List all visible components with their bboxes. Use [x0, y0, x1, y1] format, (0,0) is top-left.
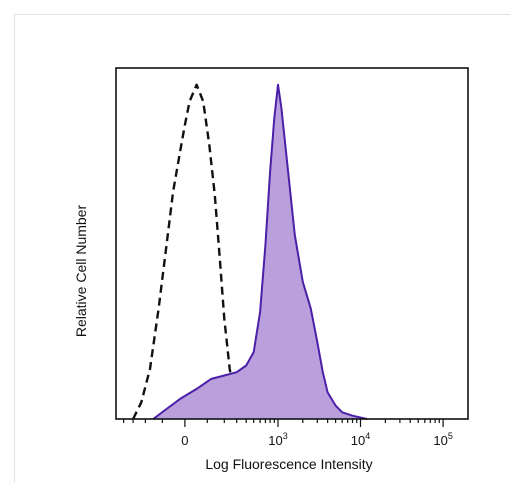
- stained-histogram-line: [152, 83, 368, 420]
- image-border-left: [14, 14, 15, 483]
- series-layer: [132, 83, 368, 421]
- plot-frame: [115, 67, 469, 420]
- x-tick-label: 104: [351, 431, 370, 448]
- x-axis-title: Log Fluorescence Intensity: [205, 456, 372, 472]
- histogram-fill-1: [153, 84, 367, 419]
- x-tick-label: 105: [433, 431, 452, 448]
- x-tick-label: 0: [181, 433, 188, 448]
- y-axis-title: Relative Cell Number: [73, 205, 89, 338]
- x-tick-label: 103: [268, 431, 287, 448]
- image-border-top: [14, 14, 510, 15]
- x-axis-ticks: 0 103 104 105: [122, 419, 453, 448]
